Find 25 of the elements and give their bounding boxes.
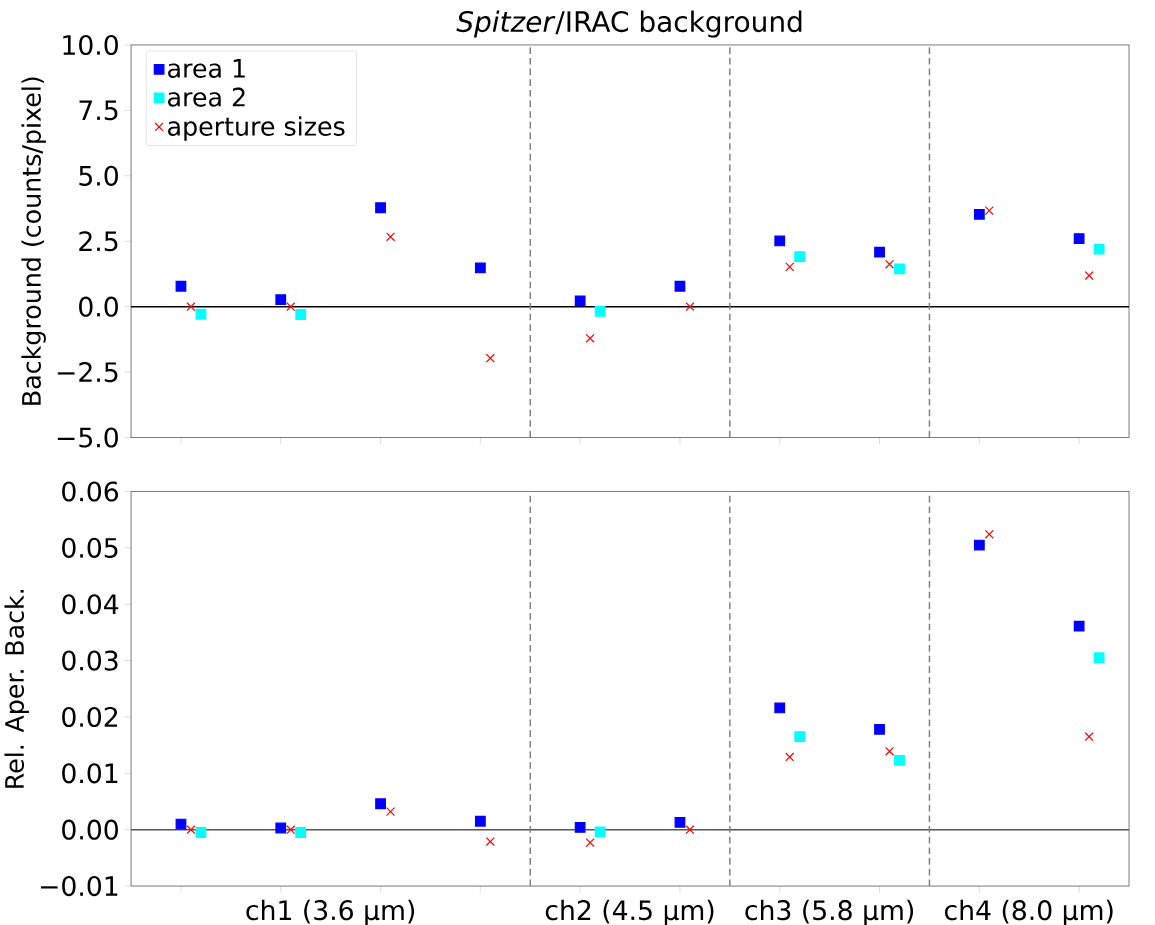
y-tick-label: −5.0 xyxy=(57,427,118,448)
y-tick-label: −2.5 xyxy=(57,361,118,382)
text: ch1 (3.6 μm) xyxy=(246,899,415,925)
y-axis-title: Background (counts/pixel) xyxy=(21,77,46,405)
legend-label: area 1 xyxy=(168,58,245,78)
text: ch4 (8.0 μm) xyxy=(944,899,1113,925)
y-tick-label: 0.0 xyxy=(79,296,118,317)
y-tick-label: 0.00 xyxy=(62,819,118,840)
y-tick-label: 5.0 xyxy=(79,165,118,186)
y-tick-label: 0.05 xyxy=(62,537,118,558)
y-tick-label: 0.06 xyxy=(62,481,119,502)
y-tick-label: 0.03 xyxy=(62,650,118,671)
y-tick-label: 0.02 xyxy=(62,706,118,727)
y-tick-label: 0.01 xyxy=(62,763,118,784)
chart-title: Spitzer/IRAC background xyxy=(456,10,802,38)
y-tick-label: 7.5 xyxy=(79,100,118,121)
y-axis-title: Rel. Aper. Back. xyxy=(4,589,29,788)
legend-label: aperture sizes xyxy=(168,116,345,141)
text: ch3 (5.8 μm) xyxy=(745,899,914,925)
y-tick-label: 2.5 xyxy=(79,230,118,252)
y-tick-label: −0.01 xyxy=(40,875,118,896)
text: ch2 (4.5 μm) xyxy=(545,899,714,925)
legend-label: area 2 xyxy=(168,87,245,107)
y-tick-label: 0.04 xyxy=(62,593,119,615)
y-tick-label: 10.0 xyxy=(63,34,118,55)
